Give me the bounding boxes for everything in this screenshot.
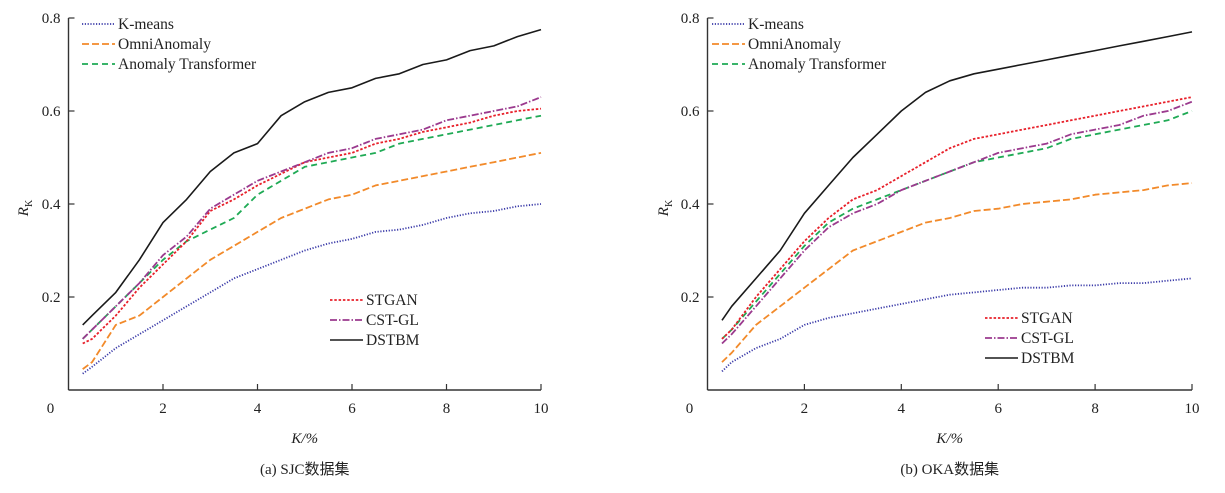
series-line-k-means	[721, 277, 1193, 373]
series-line-omnianomaly	[721, 182, 1193, 363]
x-tick-label: 0	[47, 401, 55, 417]
y-axis-title: RK	[656, 199, 675, 217]
x-axis-title: K/%	[935, 431, 963, 447]
series-line-dstbm	[721, 31, 1193, 321]
legend-label: Anomaly Transformer	[118, 56, 257, 73]
legend-label: DSTBM	[1021, 350, 1075, 367]
series-line-stgan	[721, 96, 1193, 340]
legend-label: K-means	[118, 16, 174, 33]
y-tick-label: 0.2	[681, 290, 700, 306]
chart-caption: (a) SJC数据集	[260, 461, 350, 478]
legend-item: CST-GL	[330, 312, 419, 329]
y-tick-label: 0.2	[42, 290, 61, 306]
x-axis-title: K/%	[290, 431, 318, 447]
series-line-cst-gl	[721, 100, 1193, 345]
x-tick-label: 4	[898, 401, 906, 417]
legend-item: STGAN	[985, 310, 1073, 327]
x-tick-label: 2	[801, 401, 809, 417]
legend-item: DSTBM	[330, 332, 420, 349]
x-tick-label: 8	[1091, 401, 1099, 417]
x-tick-label: 10	[534, 401, 549, 417]
y-tick-label: 0.6	[681, 104, 700, 120]
legend-label: STGAN	[366, 292, 418, 309]
x-tick-label: 4	[254, 401, 262, 417]
legend-item: Anomaly Transformer	[82, 56, 257, 73]
y-tick-label: 0.4	[681, 197, 700, 213]
y-tick-label: 0.8	[42, 11, 61, 27]
y-axis-title-subscript: K	[664, 199, 675, 207]
y-tick-label: 0.8	[681, 11, 700, 27]
x-tick-label: 6	[994, 401, 1002, 417]
legend-item: OmniAnomaly	[82, 36, 211, 53]
legend-item: DSTBM	[985, 350, 1075, 367]
legend-item: K-means	[82, 16, 174, 33]
y-tick-label: 0.6	[42, 104, 61, 120]
series-line-stgan	[82, 107, 542, 345]
x-tick-label: 0	[686, 401, 694, 417]
x-tick-label: 10	[1185, 401, 1200, 417]
chart-panel-oka: 0.2 0.4 0.6 0.8 0 2 4 6 8 10 RK K/% (b) OKA数据集 K-mean…	[656, 11, 1200, 478]
x-tick-label: 8	[443, 401, 451, 417]
series-line-anomaly-transformer	[82, 114, 542, 340]
series-line-omnianomaly	[82, 152, 542, 370]
legend-label: Anomaly Transformer	[748, 56, 887, 73]
legend-item: K-means	[712, 16, 804, 33]
x-tick-label: 6	[348, 401, 356, 417]
legend-label: OmniAnomaly	[118, 36, 211, 53]
y-axis-title: RK	[16, 199, 35, 217]
legend-item: STGAN	[330, 292, 418, 309]
chart-panel-sjc: 0.2 0.4 0.6 0.8 0 2 4 6 8 10 RK K/% (a) SJC数据集 K-mean…	[16, 11, 549, 478]
legend-label: DSTBM	[366, 332, 420, 349]
x-tick-label: 2	[159, 401, 167, 417]
legend-label: CST-GL	[366, 312, 419, 329]
y-axis-title-subscript: K	[24, 199, 35, 207]
legend-item: CST-GL	[985, 330, 1074, 347]
series-line-cst-gl	[82, 96, 542, 340]
legend-item: Anomaly Transformer	[712, 56, 887, 73]
y-axis-title-main: R	[16, 207, 32, 217]
y-axis-title-main: R	[656, 207, 672, 217]
chart-caption: (b) OKA数据集	[900, 461, 999, 478]
legend-label: STGAN	[1021, 310, 1073, 327]
series-line-dstbm	[82, 28, 542, 326]
legend-item: OmniAnomaly	[712, 36, 841, 53]
y-tick-label: 0.4	[42, 197, 61, 213]
series-line-k-means	[82, 203, 542, 375]
legend-label: OmniAnomaly	[748, 36, 841, 53]
legend-label: K-means	[748, 16, 804, 33]
legend-label: CST-GL	[1021, 330, 1074, 347]
